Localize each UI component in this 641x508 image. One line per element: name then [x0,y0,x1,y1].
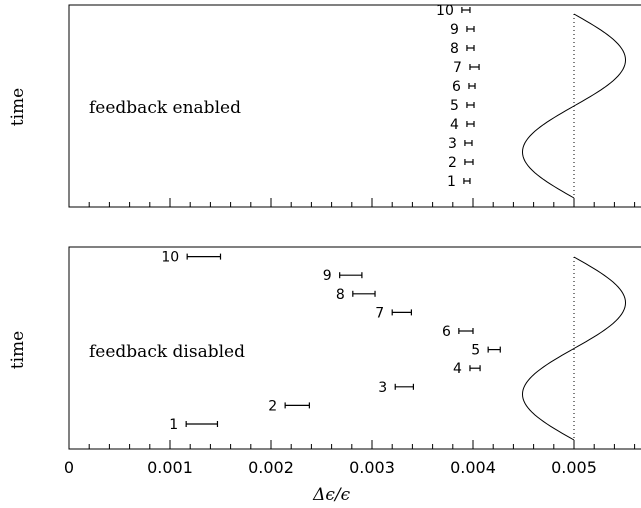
point-label: 9 [450,22,459,38]
point-label: 6 [452,79,461,95]
sine-curve [521,256,627,441]
point-label: 7 [453,60,462,76]
x-tick-label: 0.005 [551,458,597,477]
error-bar-9: 9 [450,22,475,38]
error-bar-2: 2 [448,155,474,171]
panel-annotation: feedback enabled [89,98,241,118]
point-label: 6 [442,324,451,340]
x-tick-label: 0.003 [349,458,395,477]
point-label: 4 [453,361,462,377]
point-label: 2 [448,155,457,171]
error-bar-5: 5 [450,98,475,114]
point-label: 7 [375,305,384,321]
point-label: 8 [336,287,345,303]
x-ticks [68,440,636,449]
error-bar-8: 8 [450,41,475,57]
panel-frame [68,246,641,450]
y-axis-label: time [8,331,28,369]
error-bar-3: 3 [448,136,473,152]
point-label: 3 [378,380,387,396]
point-label: 8 [450,41,459,57]
point-label: 1 [447,174,456,190]
error-bar-8: 8 [336,287,376,303]
sine-curve [521,13,627,199]
point-label: 4 [450,117,459,133]
error-bar-7: 7 [453,60,480,76]
y-axis-label: time [8,88,28,126]
point-label: 10 [436,3,454,19]
point-label: 3 [448,136,457,152]
x-ticks [68,198,636,207]
x-tick-label: 0 [64,458,74,477]
panel-frame [68,4,641,208]
error-bar-7: 7 [375,305,412,321]
x-tick-label: 0.002 [248,458,294,477]
error-bar-5: 5 [471,343,501,359]
point-label: 10 [161,250,179,266]
point-label: 2 [268,398,277,414]
error-bar-4: 4 [453,361,481,377]
error-bar-9: 9 [323,268,363,284]
point-label: 5 [450,98,459,114]
error-bar-10: 10 [161,250,222,266]
error-bar-1: 1 [447,174,471,190]
point-label: 5 [471,343,480,359]
error-bars: 1 2 3 4 5 6 7 8 9 10 [436,3,480,190]
x-tick-label: 0.004 [450,458,496,477]
panel-feedback-enabled: 1 2 3 4 5 6 7 8 9 10 feedback enabled time [8,3,641,208]
error-bar-2: 2 [268,398,310,414]
x-tick-label: 0.001 [147,458,193,477]
error-bar-3: 3 [378,380,415,396]
point-label: 9 [323,268,332,284]
error-bar-10: 10 [436,3,471,19]
x-tick-labels: 0 0.001 0.002 0.003 0.004 0.005 [64,458,597,477]
x-axis-label: Δϵ/ϵ [312,485,351,505]
error-bar-6: 6 [452,79,476,95]
panel-annotation: feedback disabled [89,342,245,362]
error-bar-4: 4 [450,117,475,133]
error-bar-6: 6 [442,324,474,340]
error-bar-1: 1 [169,417,219,433]
point-label: 1 [169,417,178,433]
